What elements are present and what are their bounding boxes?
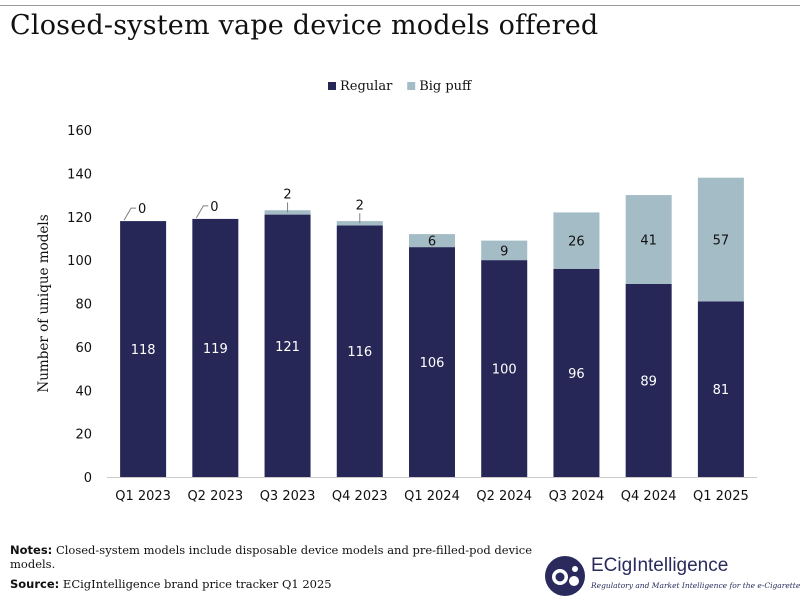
y-tick-label: 100 <box>67 254 92 269</box>
stacked-bar-chart: Regular Big puff020406080100120140160Numb… <box>36 79 757 504</box>
y-tick-label: 80 <box>75 298 92 313</box>
data-label-regular: 96 <box>568 367 585 382</box>
ecig-logo: ECigIntelligence Regulatory and Market I… <box>544 555 800 597</box>
bar-big-puff <box>553 212 600 269</box>
x-tick-label: Q1 2023 <box>115 489 171 504</box>
y-tick-label: 60 <box>75 341 92 356</box>
bar-big-puff <box>409 234 455 248</box>
x-tick-label: Q1 2025 <box>693 489 749 504</box>
page-title: Closed-system vape device models offered <box>10 10 599 41</box>
data-label-big-puff: 0 <box>210 200 218 215</box>
bar-big-puff <box>697 177 744 302</box>
x-tick-label: Q1 2024 <box>404 489 460 504</box>
legend-label-big-puff: Big puff <box>419 79 473 94</box>
x-tick-label: Q2 2023 <box>187 489 243 504</box>
y-tick-label: 140 <box>67 167 92 182</box>
data-label-regular: 119 <box>203 342 228 357</box>
data-label-big-puff: 9 <box>500 244 508 259</box>
notes-label: Notes: <box>10 543 53 557</box>
bar-big-puff <box>625 195 672 284</box>
bar-regular <box>697 301 744 477</box>
data-label-regular: 106 <box>420 356 445 371</box>
x-tick-label: Q2 2024 <box>476 489 532 504</box>
legend-swatch-big-puff <box>407 82 416 90</box>
y-tick-label: 20 <box>75 428 92 443</box>
bar-regular <box>120 221 167 477</box>
bar-regular <box>481 260 528 477</box>
source-label: Source: <box>10 577 60 591</box>
x-tick-label: Q4 2023 <box>332 489 388 504</box>
bar-regular <box>409 247 455 477</box>
top-rule <box>0 5 800 6</box>
legend-label-regular: Regular <box>340 79 393 94</box>
bar-regular <box>553 268 600 477</box>
data-label-regular: 100 <box>492 363 517 378</box>
data-label-big-puff: 26 <box>568 235 585 250</box>
bar-regular <box>192 218 239 477</box>
y-tick-label: 160 <box>67 124 92 139</box>
data-label-big-puff: 2 <box>283 187 291 202</box>
logo-name: ECigIntelligence <box>591 555 729 576</box>
legend-swatch-regular <box>328 82 336 90</box>
notes: Notes: Closed-system models include disp… <box>10 543 540 571</box>
data-label-big-puff: 0 <box>138 202 146 217</box>
data-label-big-puff: 6 <box>428 235 436 250</box>
data-label-big-puff: 41 <box>640 234 657 249</box>
data-label-regular: 121 <box>275 340 300 355</box>
bar-regular <box>336 225 383 477</box>
data-label-leader <box>195 205 209 219</box>
y-tick-label: 40 <box>75 384 92 399</box>
x-tick-label: Q4 2024 <box>621 489 677 504</box>
x-tick-label: Q3 2023 <box>260 489 316 504</box>
source-text: ECigIntelligence brand price tracker Q1 … <box>62 577 332 591</box>
bar-regular <box>625 283 672 477</box>
data-label-big-puff: 2 <box>356 198 364 213</box>
data-label-regular: 89 <box>640 374 657 389</box>
data-label-regular: 118 <box>131 343 156 358</box>
data-label-leader <box>123 207 137 221</box>
bar-big-puff <box>481 240 528 261</box>
y-axis-title: Number of unique models <box>36 214 52 392</box>
ecig-logo-icon <box>545 556 585 596</box>
y-tick-label: 120 <box>67 211 92 226</box>
data-label-big-puff: 57 <box>713 234 730 249</box>
x-tick-label: Q3 2024 <box>549 489 605 504</box>
data-label-regular: 116 <box>347 345 372 360</box>
source: Source: ECigIntelligence brand price tra… <box>10 577 332 591</box>
data-label-regular: 81 <box>713 383 730 398</box>
notes-text: Closed-system models include disposable … <box>10 543 533 571</box>
y-tick-label: 0 <box>84 471 92 486</box>
bar-regular <box>264 214 311 478</box>
logo-tagline: Regulatory and Market Intelligence for t… <box>591 581 800 590</box>
